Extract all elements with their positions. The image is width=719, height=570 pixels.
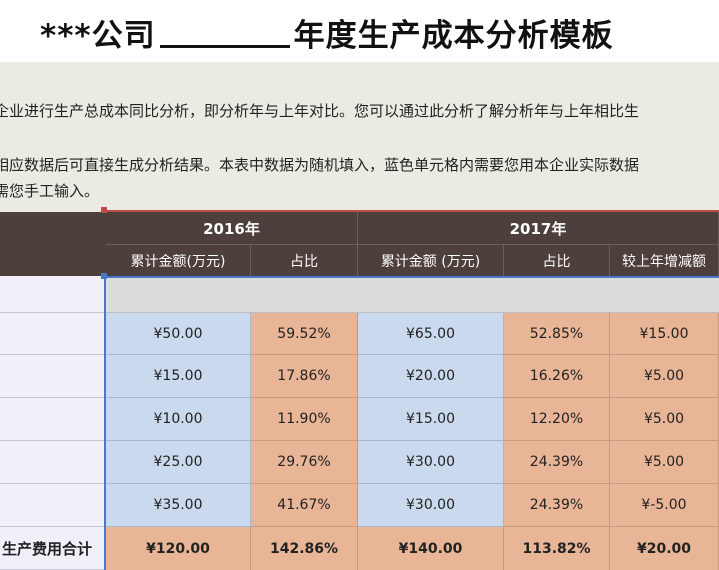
row-label-cell[interactable] — [0, 355, 106, 398]
subheader-amount-2016[interactable]: 累计金额(万元) — [106, 244, 251, 276]
title-bar: ***公司 年度生产成本分析模板 — [0, 0, 719, 62]
year-2016-header[interactable]: 2016年 — [106, 212, 358, 244]
row-label-header[interactable] — [0, 212, 106, 276]
percent-2016-cell[interactable]: 11.90% — [251, 398, 358, 441]
amount-2016-cell[interactable]: ¥35.00 — [106, 484, 251, 527]
header-border-handle — [101, 207, 107, 213]
row-label-cell[interactable] — [0, 276, 106, 313]
percent-2016-cell[interactable]: 29.76% — [251, 441, 358, 484]
title-suffix: 年度生产成本分析模板 — [293, 18, 614, 54]
amount-2016-cell[interactable]: ¥10.00 — [106, 398, 251, 441]
header-border-marker — [104, 210, 719, 212]
subheader-percent-2016[interactable]: 占比 — [251, 244, 358, 276]
percent-2017-cell[interactable]: 16.26% — [504, 355, 610, 398]
description-line-3: 需您手工输入。 — [0, 182, 100, 200]
subheader-percent-2017[interactable]: 占比 — [504, 244, 610, 276]
amount-2017-cell[interactable]: ¥15.00 — [358, 398, 504, 441]
year-2017-header[interactable]: 2017年 — [358, 212, 719, 244]
amount-2016-cell[interactable]: ¥25.00 — [106, 441, 251, 484]
amount-2017-cell[interactable]: ¥30.00 — [358, 484, 504, 527]
amount-2017-cell[interactable]: ¥30.00 — [358, 441, 504, 484]
percent-2016-cell[interactable]: 17.86% — [251, 355, 358, 398]
change-amount-cell[interactable]: ¥-5.00 — [610, 484, 719, 527]
amount-2016-cell[interactable]: ¥15.00 — [106, 355, 251, 398]
title-prefix: ***公司 — [40, 18, 156, 54]
change-amount-cell[interactable]: ¥5.00 — [610, 355, 719, 398]
total-percent-2016[interactable]: 142.86% — [251, 527, 358, 570]
row-label-cell[interactable] — [0, 484, 106, 527]
selection-border-top — [104, 276, 719, 278]
row-label-cell[interactable] — [0, 398, 106, 441]
total-percent-2017[interactable]: 113.82% — [504, 527, 610, 570]
row-label-cell[interactable] — [0, 441, 106, 484]
amount-2017-cell[interactable]: ¥65.00 — [358, 313, 504, 355]
percent-2016-cell[interactable]: 59.52% — [251, 313, 358, 355]
subheader-change-amount[interactable]: 较上年增减额 — [610, 244, 719, 276]
subheader-amount-2017[interactable]: 累计金额 (万元) — [358, 244, 504, 276]
row-label-cell[interactable] — [0, 313, 106, 355]
change-amount-cell[interactable]: ¥5.00 — [610, 398, 719, 441]
total-amount-2016[interactable]: ¥120.00 — [106, 527, 251, 570]
page-title: ***公司 年度生产成本分析模板 — [40, 10, 614, 55]
description-panel: 企业进行生产总成本同比分析，即分析年与上年对比。您可以通过此分析了解分析年与上年… — [0, 62, 719, 212]
description-line-2: 相应数据后可直接生成分析结果。本表中数据为随机填入，蓝色单元格内需要您用本企业实… — [0, 156, 640, 174]
description-line-1: 企业进行生产总成本同比分析，即分析年与上年对比。您可以通过此分析了解分析年与上年… — [0, 102, 640, 120]
total-amount-2017[interactable]: ¥140.00 — [358, 527, 504, 570]
percent-2017-cell[interactable]: 52.85% — [504, 313, 610, 355]
change-amount-cell[interactable]: ¥15.00 — [610, 313, 719, 355]
cost-table: 生产费用合计 2016年 2017年 累计金额(万元) 占比 累计金额 (万元)… — [0, 212, 719, 570]
percent-2016-cell[interactable]: 41.67% — [251, 484, 358, 527]
category-row[interactable] — [106, 276, 719, 313]
amount-2016-cell[interactable]: ¥50.00 — [106, 313, 251, 355]
percent-2017-cell[interactable]: 12.20% — [504, 398, 610, 441]
total-label[interactable]: 生产费用合计 — [0, 527, 106, 570]
total-change-amount[interactable]: ¥20.00 — [610, 527, 719, 570]
amount-2017-cell[interactable]: ¥20.00 — [358, 355, 504, 398]
percent-2017-cell[interactable]: 24.39% — [504, 441, 610, 484]
selection-border-left — [104, 276, 106, 570]
title-blank — [159, 15, 290, 48]
change-amount-cell[interactable]: ¥5.00 — [610, 441, 719, 484]
selection-handle[interactable] — [101, 273, 107, 279]
percent-2017-cell[interactable]: 24.39% — [504, 484, 610, 527]
